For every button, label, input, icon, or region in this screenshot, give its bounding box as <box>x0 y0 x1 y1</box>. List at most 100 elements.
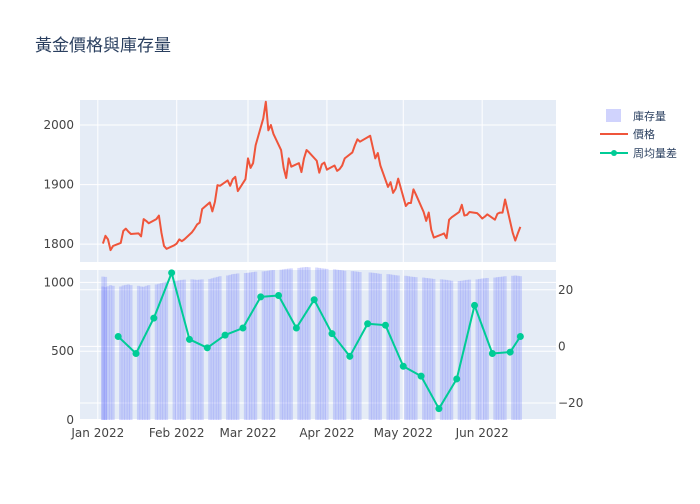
inventory-bar <box>261 271 265 420</box>
top-panel-background <box>80 100 556 262</box>
x-tick-label: Feb 2022 <box>149 426 205 440</box>
inventory-bar <box>373 273 377 420</box>
price-line <box>101 100 522 252</box>
inventory-bar <box>475 279 479 420</box>
weekly-diff-marker <box>488 349 496 357</box>
weekly-diff-marker <box>417 372 425 380</box>
inventory-bar <box>315 267 319 420</box>
inventory-bar <box>467 279 472 420</box>
inventory-bar <box>106 286 110 420</box>
inventory-bar <box>335 269 339 420</box>
inventory-bar <box>302 267 306 420</box>
inventory-bar <box>236 273 240 420</box>
inventory-bar <box>518 276 522 420</box>
inventory-bar <box>460 280 464 420</box>
weekly-diff-marker <box>257 293 265 301</box>
inventory-bar <box>320 268 324 420</box>
inventory-bar <box>279 269 283 420</box>
inventory-bar <box>198 279 202 420</box>
inventory-bar <box>409 276 413 420</box>
inventory-bar <box>457 281 461 420</box>
inventory-bar <box>307 267 311 420</box>
inventory-bar <box>108 285 113 420</box>
inventory-bar <box>266 270 270 420</box>
inventory-bar <box>243 273 248 420</box>
inventory-bar <box>228 274 232 420</box>
inventory-bar <box>103 276 108 420</box>
weekly-diff-marker <box>275 291 283 299</box>
bottom-y2-tick-label: 20 <box>558 283 573 297</box>
inventory-bar <box>332 269 337 420</box>
inventory-bar <box>483 278 487 420</box>
inventory-bar <box>282 269 286 420</box>
inventory-bar <box>213 277 217 420</box>
bottom-y-tick-labels: 0 500 1000 <box>43 275 74 427</box>
inventory-bar <box>297 267 301 420</box>
inventory-bar <box>388 274 393 420</box>
inventory-bar <box>480 278 484 420</box>
inventory-bar <box>376 273 380 420</box>
weekly-diff-marker <box>150 314 158 322</box>
inventory-bar <box>192 279 197 420</box>
x-tick-label: Apr 2022 <box>299 426 354 440</box>
inventory-bar <box>159 283 164 420</box>
legend[interactable]: 庫存量 價格 周均量差 <box>600 109 677 160</box>
inventory-bar <box>442 279 446 420</box>
weekly-diff-marker <box>435 405 443 413</box>
inventory-bar <box>195 279 199 420</box>
inventory-bar <box>432 278 436 420</box>
legend-item-price[interactable]: 價格 <box>600 127 655 141</box>
inventory-bar <box>180 279 184 420</box>
inventory-bar <box>414 277 418 420</box>
inventory-bar <box>126 284 130 420</box>
inventory-bar <box>493 277 497 420</box>
weekly-diff-layer <box>114 269 524 413</box>
x-tick-label: Jun 2022 <box>455 426 509 440</box>
inventory-bar <box>121 285 125 420</box>
inventory-bar <box>516 275 520 420</box>
weekly-diff-marker <box>132 349 140 357</box>
bottom-y-tick-label: 1000 <box>43 275 74 289</box>
legend-item-weekly-diff[interactable]: 周均量差 <box>600 146 677 160</box>
inventory-bar <box>289 268 293 420</box>
inventory-bar <box>177 280 181 420</box>
legend-item-inventory[interactable]: 庫存量 <box>606 109 666 123</box>
inventory-bar <box>246 272 250 420</box>
inventory-bar <box>322 268 326 420</box>
top-y-tick-label: 1800 <box>43 237 74 251</box>
weekly-diff-marker <box>328 330 336 338</box>
inventory-bar <box>427 278 431 420</box>
inventory-bar <box>368 272 372 420</box>
inventory-bar <box>264 271 268 420</box>
inventory-bar <box>162 282 166 420</box>
legend-weekly-diff-label: 周均量差 <box>633 146 677 160</box>
bottom-y2-tick-labels: −20 0 20 <box>558 283 583 410</box>
inventory-bar <box>503 276 507 420</box>
inventory-bar <box>371 272 375 420</box>
x-tick-labels: Jan 2022 Feb 2022 Mar 2022 Apr 2022 May 2022… <box>70 426 508 440</box>
inventory-bar <box>129 285 133 420</box>
legend-inventory-swatch <box>606 109 621 122</box>
weekly-diff-marker <box>346 352 354 360</box>
inventory-bar <box>325 268 329 420</box>
bottom-y-tick-label: 0 <box>66 413 74 427</box>
inventory-bar <box>226 275 230 420</box>
inventory-bar <box>447 280 451 420</box>
inventory-bar <box>444 279 449 420</box>
inventory-bar <box>111 285 115 420</box>
inventory-bar <box>391 274 395 420</box>
inventory-bar <box>338 270 342 420</box>
inventory-bar <box>154 284 158 420</box>
inventory-bar <box>450 280 454 420</box>
inventory-bar <box>103 287 108 420</box>
x-tick-label: Mar 2022 <box>220 426 277 440</box>
inventory-bar <box>404 275 408 420</box>
inventory-bar <box>406 276 410 420</box>
bottom-y2-tick-label: 0 <box>558 339 566 353</box>
inventory-bar <box>172 281 176 420</box>
inventory-bar <box>287 268 291 420</box>
inventory-bar <box>248 272 253 420</box>
inventory-bar <box>396 275 400 420</box>
inventory-bar <box>422 277 426 420</box>
